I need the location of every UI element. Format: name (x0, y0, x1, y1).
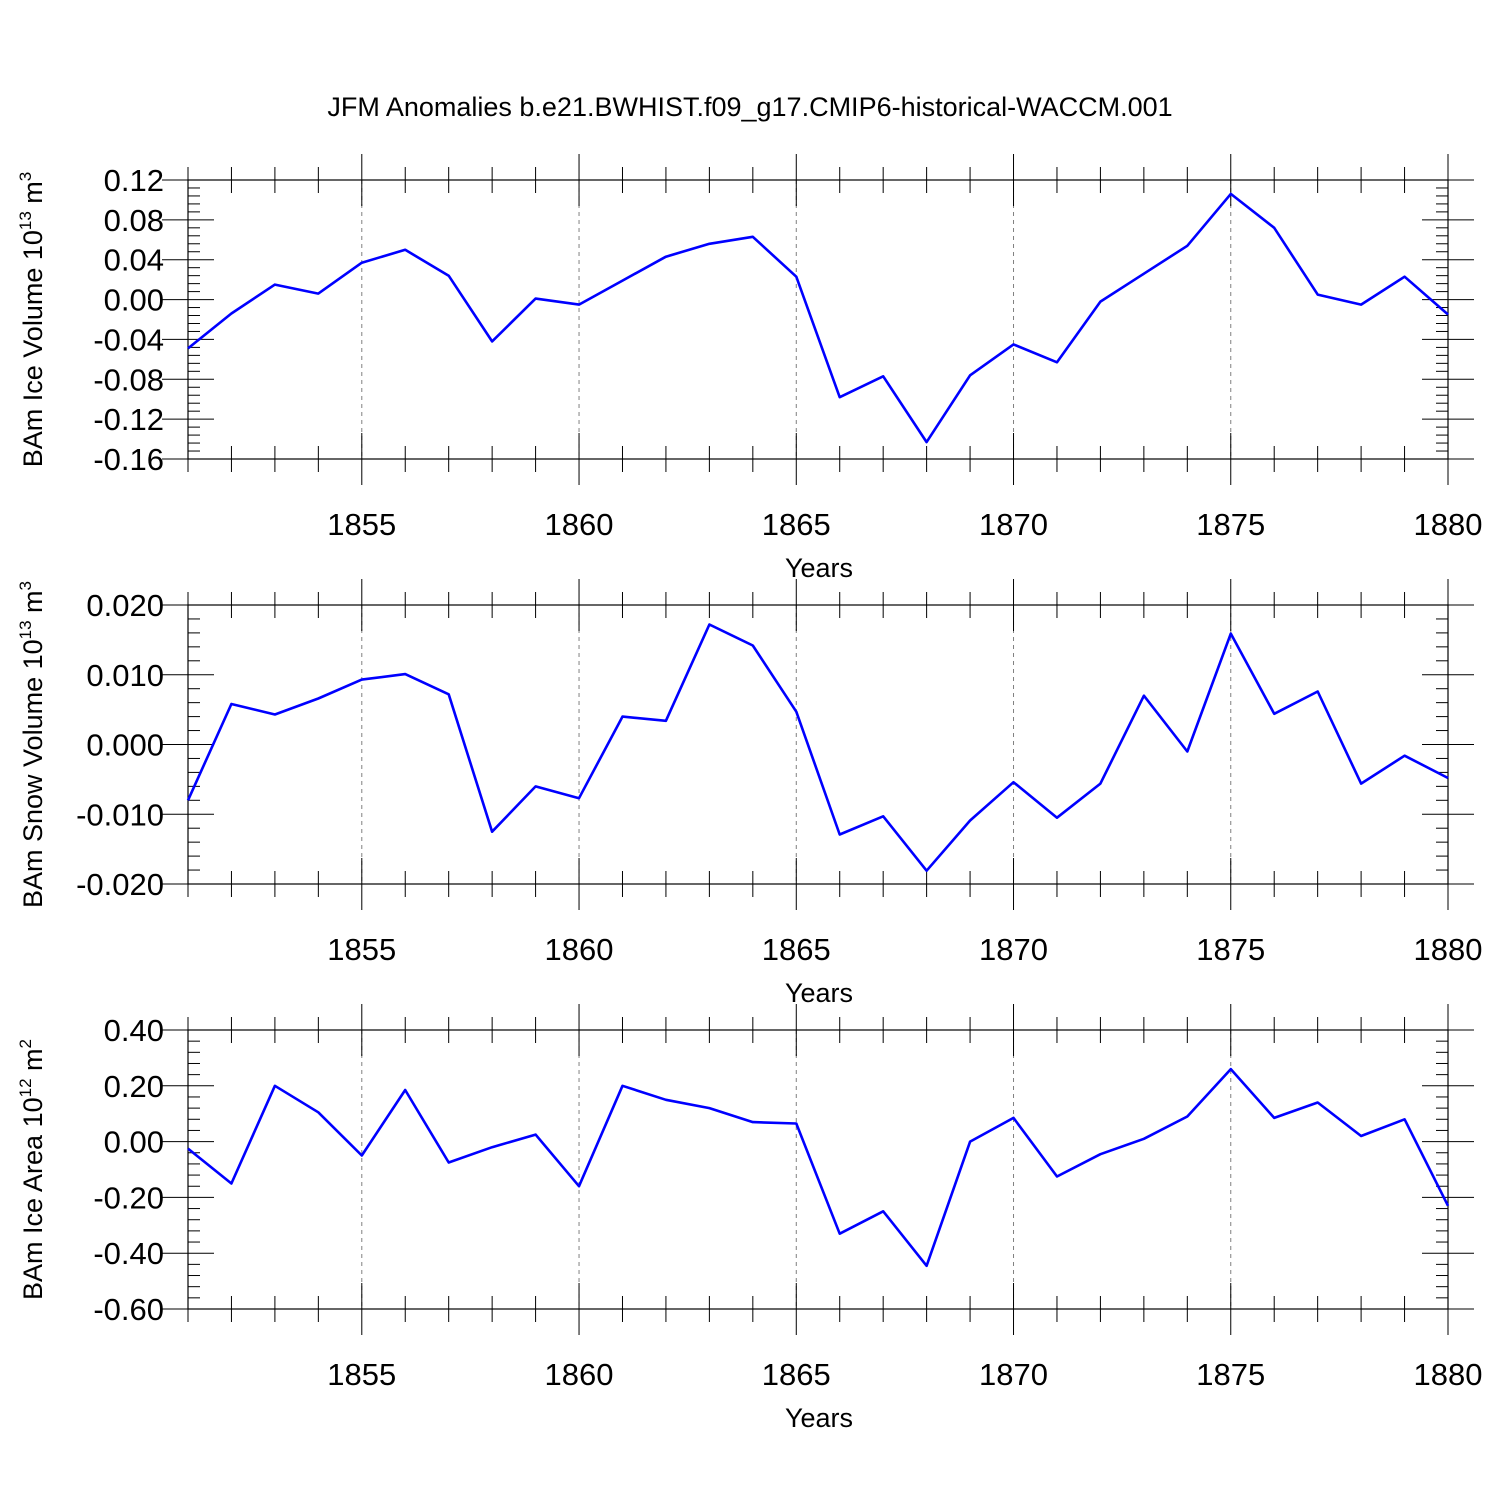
x-tick-label: 1855 (327, 1357, 396, 1392)
x-tick-label: 1860 (545, 507, 614, 542)
x-tick-label: 1865 (762, 932, 831, 967)
y-tick-label: -0.020 (76, 867, 164, 902)
x-tick-label: 1860 (545, 932, 614, 967)
x-tick-label: 1880 (1414, 1357, 1483, 1392)
x-axis-title: Years (785, 1403, 853, 1433)
y-axis-title-exponent: 13 (16, 620, 35, 639)
panel-1: 0.12 0.08 0.04 0.00 -0.04 -0.08 -0.12 -0.16 1855… (16, 154, 1482, 583)
y-axis-title-unit: m (18, 590, 48, 620)
x-tick-label: 1865 (762, 507, 831, 542)
y-axis-title: BAm Ice Volume 1013 m3 (16, 172, 48, 468)
x-tick-label: 1875 (1196, 507, 1265, 542)
x-tick-label: 1870 (979, 1357, 1048, 1392)
y-tick-label: 0.010 (86, 658, 164, 693)
x-tick-label: 1875 (1196, 932, 1265, 967)
y-tick-label: 0.020 (86, 588, 164, 623)
y-tick-label: 0.000 (86, 728, 164, 763)
y-tick-label: -0.08 (93, 362, 164, 397)
y-tick-label: -0.04 (93, 322, 164, 357)
y-axis-title: BAm Ice Area 1012 m2 (16, 1039, 48, 1300)
series-line-1 (187, 1067, 1450, 1268)
plot-frame (187, 1029, 1449, 1310)
y-tick-label: 0.08 (104, 203, 164, 238)
series-line-1 (186, 623, 1449, 873)
x-tick-label: 1870 (979, 507, 1048, 542)
x-tick-label: 1855 (327, 507, 396, 542)
y-axis-title-text: BAm Snow Volume 10 (18, 639, 48, 908)
y-axis-title-exponent: 13 (16, 211, 35, 230)
series-line-1 (187, 192, 1449, 444)
y-tick-label: 0.40 (104, 1013, 164, 1048)
y-axis-title-unit-exponent: 3 (16, 581, 35, 590)
panels: 0.12 0.08 0.04 0.00 -0.04 -0.08 -0.12 -0.16 1855… (16, 154, 1482, 1433)
y-axis-title-text: BAm Ice Area 10 (18, 1097, 48, 1300)
y-tick-label: 0.04 (104, 243, 164, 278)
y-axis-title-text: BAm Ice Volume 10 (18, 230, 48, 467)
y-tick-label: 0.00 (104, 283, 164, 318)
x-tick-label: 1880 (1414, 932, 1483, 967)
y-tick-label: -0.40 (93, 1236, 164, 1271)
y-tick-label: -0.16 (93, 442, 164, 477)
y-axis-title-unit: m (18, 181, 48, 211)
x-tick-label: 1870 (979, 932, 1048, 967)
y-axis-title: BAm Snow Volume 1013 m3 (16, 581, 48, 908)
y-axis-title-unit: m (18, 1048, 48, 1078)
figure-title: JFM Anomalies b.e21.BWHIST.f09_g17.CMIP6… (327, 92, 1172, 122)
x-tick-label: 1880 (1414, 507, 1483, 542)
y-tick-label: 0.12 (104, 163, 164, 198)
plot-frame (187, 179, 1449, 460)
y-axis-title-unit-exponent: 2 (16, 1039, 35, 1048)
y-tick-label: -0.12 (93, 402, 164, 437)
y-tick-label: -0.010 (76, 797, 164, 832)
y-tick-label: -0.20 (93, 1180, 164, 1215)
panel-3: 0.40 0.20 0.00 -0.20 -0.40 -0.60 1855 1860 1865 1… (16, 1004, 1482, 1433)
y-axis-title-unit-exponent: 3 (16, 172, 35, 181)
x-axis-title: Years (785, 978, 853, 1008)
y-axis-title-exponent: 12 (16, 1078, 35, 1097)
x-axis-title: Years (785, 553, 853, 583)
y-tick-label: -0.60 (93, 1292, 164, 1327)
x-tick-label: 1875 (1196, 1357, 1265, 1392)
plot-frame (187, 604, 1449, 885)
x-tick-label: 1855 (327, 932, 396, 967)
y-tick-label: 0.20 (104, 1069, 164, 1104)
x-tick-label: 1865 (762, 1357, 831, 1392)
y-tick-label: 0.00 (104, 1125, 164, 1160)
panel-2: 0.020 0.010 0.000 -0.010 -0.020 1855 1860 1865 1… (16, 579, 1482, 1008)
x-tick-label: 1860 (545, 1357, 614, 1392)
